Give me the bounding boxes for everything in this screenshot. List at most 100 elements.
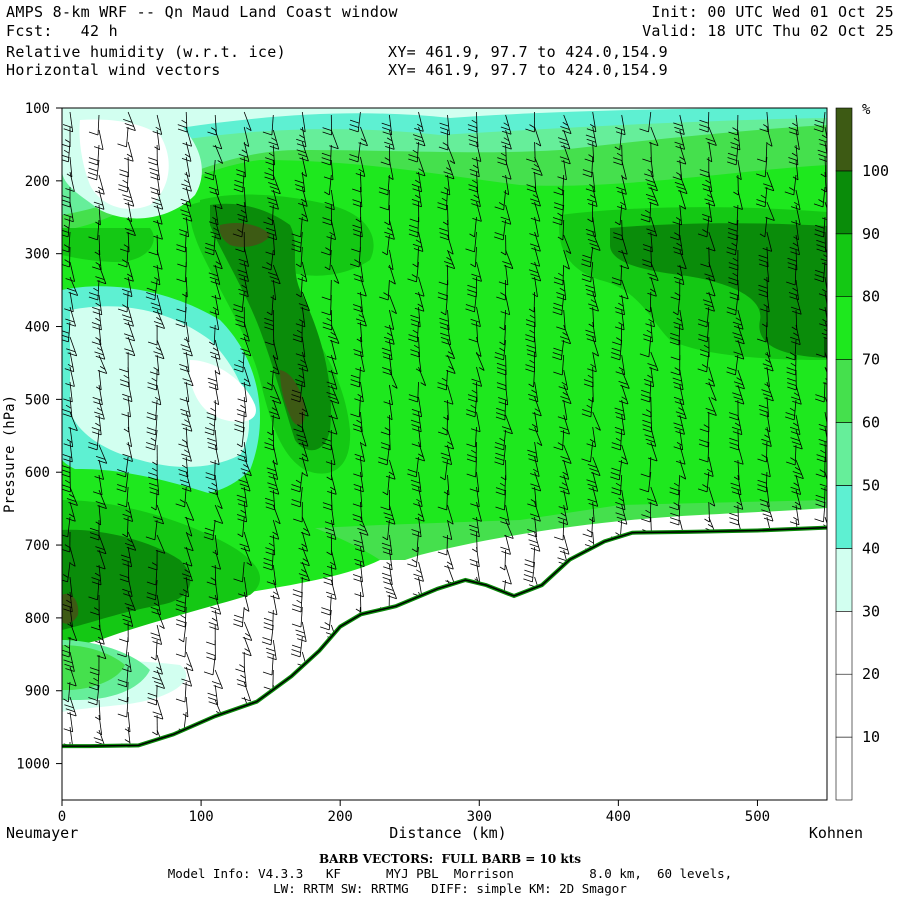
wind-barb-flag <box>674 426 684 431</box>
wind-barb-shaft <box>795 204 801 225</box>
wind-barb-flag <box>727 307 737 311</box>
wind-barb-flag <box>585 329 595 334</box>
wind-barb-shaft <box>737 459 740 481</box>
wind-barb-flag <box>557 272 564 277</box>
wind-barb-flag <box>269 186 279 190</box>
wind-barb-flag <box>379 296 389 301</box>
wind-barb-flag <box>182 562 193 567</box>
wind-barb-flag <box>204 532 214 536</box>
wind-barb-flag <box>241 284 247 289</box>
wind-barb-flag <box>790 486 800 491</box>
wind-barb-flag <box>96 347 103 352</box>
wind-barb-flag <box>245 127 252 132</box>
wind-barb-flag <box>121 559 131 563</box>
wind-barb-shaft <box>649 381 652 403</box>
wind-barb-flag <box>65 318 75 323</box>
wind-barb-flag <box>321 311 331 316</box>
wind-barb-shaft <box>387 174 390 195</box>
wind-barb-shaft <box>126 666 129 687</box>
wind-barb-shaft <box>766 426 772 447</box>
wind-barb-shaft <box>330 414 338 435</box>
wind-barb-flag <box>645 409 652 413</box>
wind-barb-flag <box>150 632 160 637</box>
wind-barb-flag <box>582 409 592 413</box>
wind-barb-flag <box>353 233 363 238</box>
wind-barb-flag <box>581 458 591 463</box>
wind-barb-flag <box>153 367 159 371</box>
wind-barb-shaft <box>127 276 133 297</box>
wind-barb-flag <box>207 437 217 442</box>
wind-barb-flag <box>727 157 737 161</box>
wind-barb-flag <box>417 513 424 518</box>
wind-barb-shaft <box>737 309 744 330</box>
wind-barb-shaft <box>301 516 311 536</box>
wind-barb-shaft <box>357 111 361 132</box>
wind-barb-flag <box>792 471 802 475</box>
wind-barb-flag <box>698 319 708 323</box>
wind-barb-flag <box>184 569 190 573</box>
wind-barb-shaft <box>621 444 629 465</box>
colorbar-swatch <box>835 107 853 172</box>
wind-barb-flag <box>553 371 563 376</box>
wind-barb-flag <box>206 641 216 646</box>
wind-barb-shaft <box>387 279 390 301</box>
wind-barb-shaft <box>533 366 535 388</box>
wind-barb-flag <box>675 217 682 221</box>
wind-barb-flag <box>562 122 569 126</box>
wind-barb-flag <box>672 221 682 226</box>
wind-barb-flag <box>644 383 654 388</box>
wind-barb-flag <box>728 412 739 416</box>
wind-barb-flag <box>787 266 798 271</box>
wind-barb-flag <box>583 383 594 388</box>
wind-barb-flag <box>177 263 187 268</box>
wind-barb-shaft <box>185 546 193 567</box>
wind-barb-shaft <box>243 576 248 597</box>
wind-barb-flag <box>789 247 799 251</box>
wind-barb-flag <box>119 574 129 578</box>
left-endpoint-label: Neumayer <box>6 824 78 842</box>
wind-barb-flag <box>736 501 742 506</box>
wind-barb-flag <box>791 152 798 157</box>
wind-barb-flag <box>183 338 190 343</box>
colorbar-unit: % <box>862 102 871 118</box>
wind-barb-shaft <box>621 249 630 269</box>
wind-barb-shaft <box>69 201 74 222</box>
wind-barb-flag <box>182 293 188 298</box>
wind-barb-flag <box>148 476 158 481</box>
y-tick-label: 200 <box>25 174 50 190</box>
wind-barb-flag <box>94 251 101 256</box>
wind-barb-flag <box>438 146 449 151</box>
wind-barb-flag <box>466 454 477 458</box>
wind-barb-flag <box>146 412 157 416</box>
wind-barb-flag <box>446 561 453 566</box>
wind-barb-flag <box>64 479 71 484</box>
wind-barb-flag <box>449 160 456 164</box>
wind-barb-shaft <box>185 351 190 372</box>
wind-barb-flag <box>357 292 367 297</box>
wind-barb-shaft <box>185 411 193 432</box>
wind-barb-flag <box>295 323 306 328</box>
wind-barb-flag <box>469 233 475 238</box>
wind-barb-flag <box>153 351 163 355</box>
wind-barb-flag <box>470 404 476 409</box>
wind-barb-shaft <box>389 399 393 420</box>
wind-barb-flag <box>733 191 739 196</box>
wind-barb-shaft <box>766 231 773 252</box>
wind-barb-flag <box>239 483 249 488</box>
wind-barb-flag <box>300 273 307 278</box>
wind-barb-shaft <box>127 261 134 282</box>
wind-barb-flag <box>698 458 709 463</box>
wind-barb-flag <box>613 161 623 166</box>
wind-barb-flag <box>353 539 363 544</box>
wind-barb-shaft <box>214 294 220 315</box>
wind-barb-flag <box>211 610 221 615</box>
wind-barb-flag <box>647 292 657 297</box>
wind-barb-shaft <box>360 501 363 522</box>
wind-barb-flag <box>239 263 249 267</box>
wind-barb-flag <box>415 172 426 177</box>
wind-barb-flag <box>154 520 164 525</box>
wind-barb-flag <box>357 528 367 532</box>
wind-barb-shaft <box>446 489 448 511</box>
wind-barb-flag <box>726 251 736 256</box>
wind-barb-shaft <box>563 534 570 555</box>
